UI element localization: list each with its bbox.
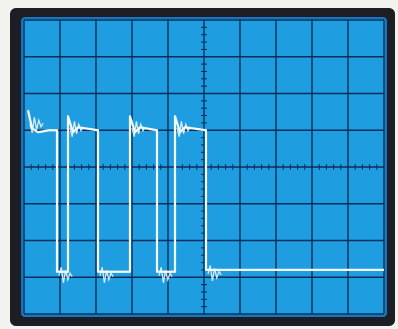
ringing-overshoot bbox=[29, 117, 222, 283]
